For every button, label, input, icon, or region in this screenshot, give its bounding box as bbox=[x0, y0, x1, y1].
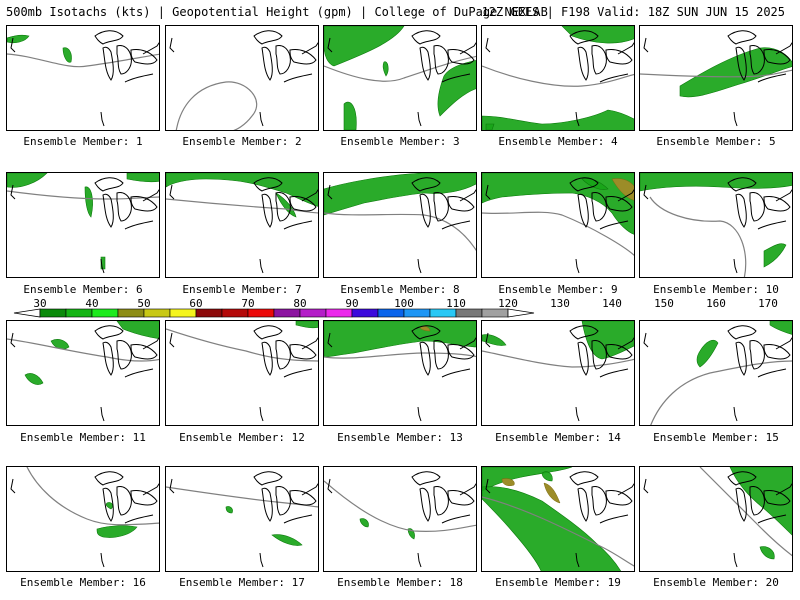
colorbar-segment bbox=[377, 308, 405, 318]
ensemble-member-label: Ensemble Member: 11 bbox=[20, 431, 146, 444]
ensemble-panel-11 bbox=[6, 320, 160, 426]
colorbar-tick-label: 70 bbox=[241, 297, 255, 310]
colorbar bbox=[13, 308, 535, 318]
ensemble-member-label: Ensemble Member: 18 bbox=[337, 576, 463, 589]
colorbar-tick-label: 150 bbox=[654, 297, 674, 310]
ensemble-panel-2 bbox=[165, 25, 319, 131]
colorbar-right-arrow bbox=[507, 308, 535, 318]
header-title-right: 12Z GEFS | F198 Valid: 18Z SUN JUN 15 20… bbox=[481, 5, 785, 19]
colorbar-segment bbox=[455, 308, 483, 318]
ensemble-member-label: Ensemble Member: 1 bbox=[23, 135, 143, 148]
colorbar-tick-label: 40 bbox=[85, 297, 99, 310]
ensemble-panel-17 bbox=[165, 466, 319, 572]
ensemble-panel-16 bbox=[6, 466, 160, 572]
colorbar-tick-label: 90 bbox=[345, 297, 359, 310]
colorbar-tick-label: 110 bbox=[446, 297, 466, 310]
colorbar-left-arrow bbox=[13, 308, 41, 318]
ensemble-member-label: Ensemble Member: 3 bbox=[340, 135, 460, 148]
colorbar-tick-label: 160 bbox=[706, 297, 726, 310]
colorbar-segment bbox=[481, 308, 509, 318]
ensemble-member-label: Ensemble Member: 13 bbox=[337, 431, 463, 444]
ensemble-member-label: Ensemble Member: 2 bbox=[182, 135, 302, 148]
ensemble-panel-18 bbox=[323, 466, 477, 572]
ensemble-panel-14 bbox=[481, 320, 635, 426]
colorbar-segment bbox=[143, 308, 171, 318]
colorbar-segment bbox=[299, 308, 327, 318]
ensemble-panel-15 bbox=[639, 320, 793, 426]
ensemble-panel-20 bbox=[639, 466, 793, 572]
ensemble-member-label: Ensemble Member: 12 bbox=[179, 431, 305, 444]
colorbar-segment bbox=[65, 308, 93, 318]
ensemble-member-label: Ensemble Member: 9 bbox=[498, 283, 618, 296]
colorbar-segment bbox=[195, 308, 223, 318]
colorbar-segment bbox=[403, 308, 431, 318]
ensemble-member-label: Ensemble Member: 19 bbox=[495, 576, 621, 589]
colorbar-segment bbox=[325, 308, 353, 318]
colorbar-segment bbox=[39, 308, 67, 318]
ensemble-member-label: Ensemble Member: 15 bbox=[653, 431, 779, 444]
ensemble-member-label: Ensemble Member: 4 bbox=[498, 135, 618, 148]
ensemble-panel-5 bbox=[639, 25, 793, 131]
colorbar-segment bbox=[117, 308, 145, 318]
colorbar-segment bbox=[91, 308, 119, 318]
colorbar-tick-label: 100 bbox=[394, 297, 414, 310]
ensemble-panel-6 bbox=[6, 172, 160, 278]
ensemble-panel-19 bbox=[481, 466, 635, 572]
colorbar-tick-label: 140 bbox=[602, 297, 622, 310]
colorbar-segment bbox=[429, 308, 457, 318]
colorbar-tick-label: 50 bbox=[137, 297, 151, 310]
ensemble-member-label: Ensemble Member: 16 bbox=[20, 576, 146, 589]
ensemble-member-label: Ensemble Member: 14 bbox=[495, 431, 621, 444]
ensemble-panel-9 bbox=[481, 172, 635, 278]
ensemble-panel-13 bbox=[323, 320, 477, 426]
ensemble-member-label: Ensemble Member: 8 bbox=[340, 283, 460, 296]
ensemble-member-label: Ensemble Member: 7 bbox=[182, 283, 302, 296]
colorbar-tick-label: 80 bbox=[293, 297, 307, 310]
ensemble-panel-4 bbox=[481, 25, 635, 131]
colorbar-segment bbox=[221, 308, 249, 318]
colorbar-tick-label: 130 bbox=[550, 297, 570, 310]
colorbar-segment bbox=[169, 308, 197, 318]
ensemble-member-label: Ensemble Member: 17 bbox=[179, 576, 305, 589]
colorbar-tick-label: 60 bbox=[189, 297, 203, 310]
ensemble-panel-3 bbox=[323, 25, 477, 131]
ensemble-member-label: Ensemble Member: 5 bbox=[656, 135, 776, 148]
ensemble-member-label: Ensemble Member: 20 bbox=[653, 576, 779, 589]
header: 500mb Isotachs (kts) | Geopotential Heig… bbox=[0, 0, 800, 22]
ensemble-panel-8 bbox=[323, 172, 477, 278]
colorbar-tick-label: 170 bbox=[758, 297, 778, 310]
ensemble-member-label: Ensemble Member: 10 bbox=[653, 283, 779, 296]
header-title-left: 500mb Isotachs (kts) | Geopotential Heig… bbox=[6, 5, 548, 19]
ensemble-panel-12 bbox=[165, 320, 319, 426]
colorbar-segment bbox=[247, 308, 275, 318]
colorbar-tick-label: 30 bbox=[33, 297, 47, 310]
ensemble-panel-10 bbox=[639, 172, 793, 278]
ensemble-panel-1 bbox=[6, 25, 160, 131]
colorbar-segment bbox=[273, 308, 301, 318]
ensemble-panel-7 bbox=[165, 172, 319, 278]
ensemble-member-label: Ensemble Member: 6 bbox=[23, 283, 143, 296]
colorbar-tick-label: 120 bbox=[498, 297, 518, 310]
colorbar-segment bbox=[351, 308, 379, 318]
